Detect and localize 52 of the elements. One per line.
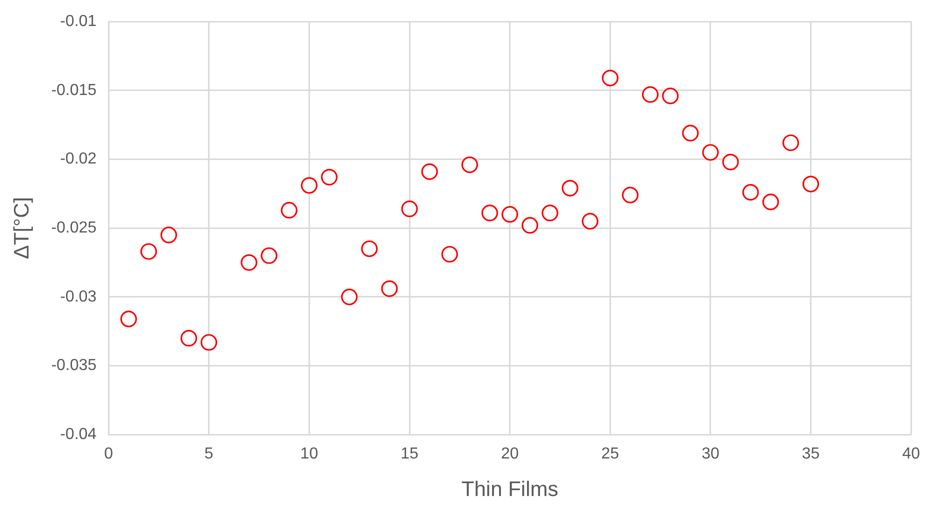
point [782,134,800,152]
point [722,154,739,170]
x-axis-title: Thin Films [461,478,558,502]
point [381,280,398,297]
x-tick-label: 25 [601,446,620,463]
point [562,180,578,196]
y-tick-label: -0.01 [60,13,97,30]
point [160,226,178,244]
x-tick-label: 30 [702,446,720,463]
y-axis-title: ΔT[°C] [10,197,34,260]
point [240,254,258,271]
point [802,176,820,192]
point [441,246,458,263]
y-tick-label: -0.015 [51,82,97,99]
point [522,217,538,234]
point [461,156,478,174]
point [401,200,418,218]
point [361,240,378,258]
x-tick-label: 5 [204,446,214,463]
x-tick-label: 0 [104,446,114,463]
point [602,70,618,86]
point [140,243,157,260]
point [200,334,218,351]
point [582,212,598,230]
point [120,310,137,328]
y-tick-label: -0.035 [51,357,97,374]
y-tick-label: -0.04 [60,426,97,444]
x-tick-label: 15 [400,446,419,463]
point [320,168,338,186]
point [642,86,659,103]
point [260,247,278,264]
point [502,206,518,223]
point [742,184,759,201]
x-tick-label: 10 [300,446,318,463]
point [481,204,498,222]
x-tick-label: 20 [500,446,519,463]
point [341,288,358,306]
point [180,330,198,347]
point [542,204,558,222]
point [762,194,779,210]
point [662,88,679,104]
point [622,186,639,204]
point [682,124,699,142]
y-tick-label: -0.03 [60,288,97,306]
x-tick-label: 40 [902,446,920,463]
point [421,163,438,180]
point [280,202,298,219]
point [300,177,318,194]
x-tick-label: 35 [802,446,820,463]
point [702,144,719,161]
y-tick-label: -0.025 [51,220,97,237]
y-tick-label: -0.02 [60,150,97,168]
